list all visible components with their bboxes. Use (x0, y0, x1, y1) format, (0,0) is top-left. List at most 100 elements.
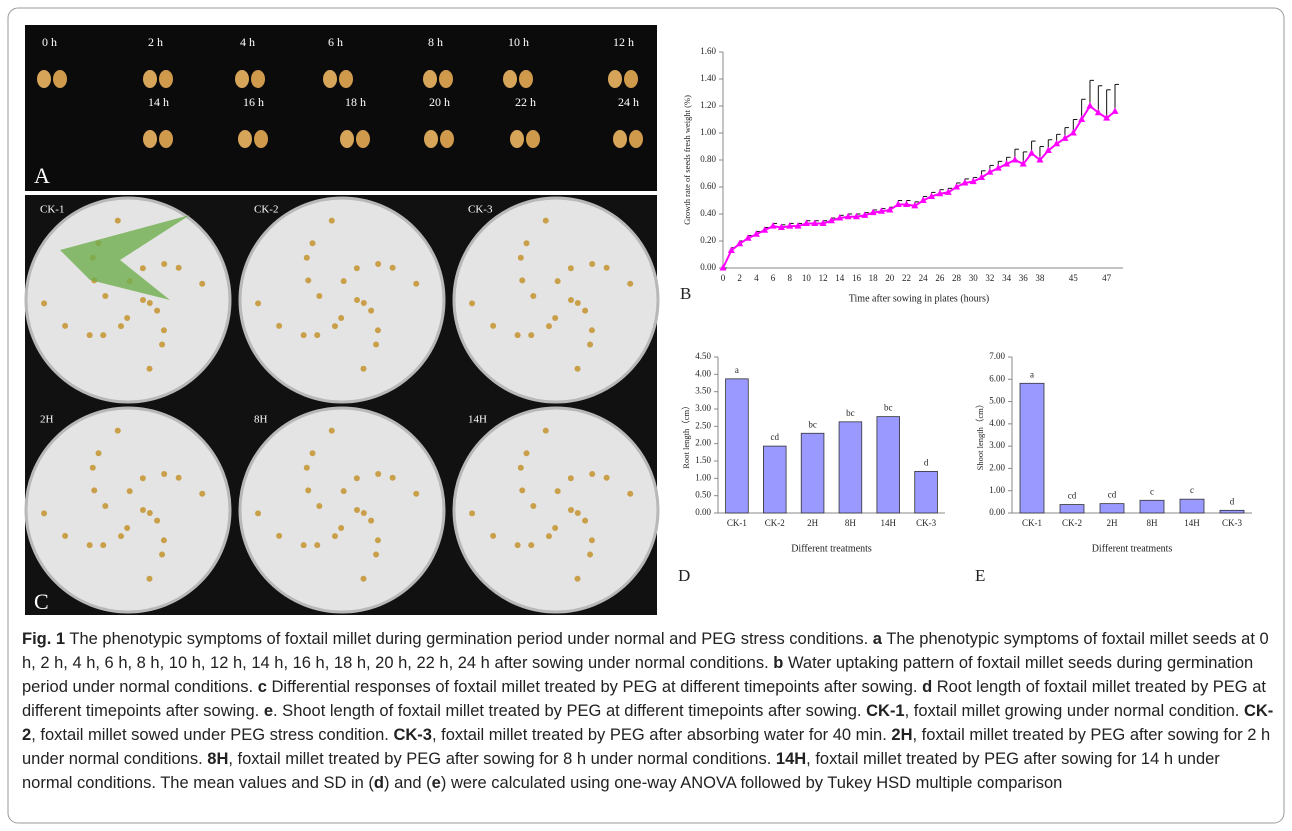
significance-label: a (735, 365, 739, 375)
plate (26, 198, 230, 402)
bar (801, 433, 824, 513)
y-tick-label: 0.40 (700, 208, 716, 218)
plate (454, 198, 658, 402)
seedling (310, 240, 316, 246)
seedling (100, 332, 106, 338)
caption-text: , foxtail millet growing under normal co… (905, 702, 1244, 720)
caption-text: ) were calculated using one-way ANOVA fo… (441, 774, 1062, 792)
plate (26, 408, 230, 612)
seedling (176, 475, 182, 481)
seedling (375, 261, 381, 267)
x-tick-label: 0 (721, 273, 726, 283)
seed (143, 130, 157, 148)
seed (526, 130, 540, 148)
x-tick-label: 14 (835, 273, 845, 283)
bar (915, 471, 938, 513)
seedling (368, 518, 374, 524)
seedling (124, 315, 130, 321)
x-tick-label: 14H (881, 518, 897, 528)
y-tick-label: 1.20 (700, 100, 716, 110)
y-tick-label: 1.40 (700, 73, 716, 83)
point (1028, 149, 1035, 156)
seedling (304, 465, 310, 471)
seedling (341, 488, 347, 494)
y-tick-label: 2.00 (989, 462, 1005, 472)
seedling (361, 300, 367, 306)
seed (613, 130, 627, 148)
plate (454, 408, 658, 612)
x-tick-label: 22 (902, 273, 911, 283)
x-tick-label: CK-1 (1022, 518, 1042, 528)
x-axis-title: Time after sowing in plates (hours) (849, 293, 989, 304)
bar (1140, 500, 1164, 513)
x-tick-label: 47 (1102, 273, 1112, 283)
seedling (589, 471, 595, 477)
y-tick-label: 4.00 (989, 418, 1005, 428)
seedling (310, 450, 316, 456)
seedling (199, 281, 205, 287)
significance-label: d (1230, 496, 1235, 506)
x-tick-label: 30 (969, 273, 979, 283)
seedling (255, 510, 261, 516)
seedling (62, 533, 68, 539)
seedling (575, 510, 581, 516)
caption-text: ) and ( (384, 774, 432, 792)
caption-text: . Shoot length of foxtail millet treated… (273, 702, 866, 720)
y-tick-label: 4.50 (695, 351, 711, 361)
seedling (305, 277, 311, 283)
x-axis-title: Different treatments (791, 543, 872, 554)
seedling (316, 293, 322, 299)
x-tick-label: 12 (819, 273, 828, 283)
caption-text: Differential responses of foxtail millet… (267, 678, 922, 696)
seedling (354, 265, 360, 271)
seed (37, 70, 51, 88)
page: 0 h2 h4 h6 h8 h10 h12 h14 h16 h18 h20 h2… (0, 0, 1292, 831)
seedling (390, 265, 396, 271)
y-tick-label: 6.00 (989, 373, 1005, 383)
seedling (582, 518, 588, 524)
x-tick-label: 10 (802, 273, 812, 283)
treatment-label: 2H (40, 414, 54, 426)
seedling (338, 315, 344, 321)
photo-a (25, 25, 657, 191)
seedling (176, 265, 182, 271)
seedling (62, 323, 68, 329)
seedling (518, 255, 524, 261)
caption-text: d (374, 774, 384, 792)
y-tick-label: 4.00 (695, 368, 711, 378)
caption-text: e (264, 702, 273, 720)
y-tick-label: 0.20 (700, 235, 716, 245)
seedling (375, 471, 381, 477)
treatment-label: CK-3 (468, 204, 493, 216)
seedling (413, 281, 419, 287)
bar (877, 417, 900, 513)
seedling (276, 323, 282, 329)
seedling (161, 471, 167, 477)
seedling (338, 525, 344, 531)
y-tick-label: 0.00 (695, 507, 711, 517)
seedling (96, 450, 102, 456)
y-tick-label: 1.60 (700, 46, 716, 56)
seedling (332, 323, 338, 329)
caption: Fig. 1 The phenotypic symptoms of foxtai… (22, 627, 1274, 795)
seed (53, 70, 67, 88)
seedling (375, 537, 381, 543)
seedling (490, 533, 496, 539)
caption-text: c (258, 678, 267, 696)
seedling (154, 308, 160, 314)
seedling (515, 542, 521, 548)
seedling (147, 300, 153, 306)
x-tick-label: 24 (919, 273, 929, 283)
seedling (91, 487, 97, 493)
caption-text: 8H (207, 750, 228, 768)
time-label: 18 h (345, 95, 366, 109)
bar (1100, 504, 1124, 513)
seedling (627, 281, 633, 287)
seedling (304, 255, 310, 261)
seedling (373, 551, 379, 557)
caption-text: , foxtail millet treated by PEG after so… (228, 750, 776, 768)
time-label: 22 h (515, 95, 536, 109)
seedling (147, 510, 153, 516)
x-tick-label: 45 (1069, 273, 1079, 283)
time-label: 16 h (243, 95, 264, 109)
